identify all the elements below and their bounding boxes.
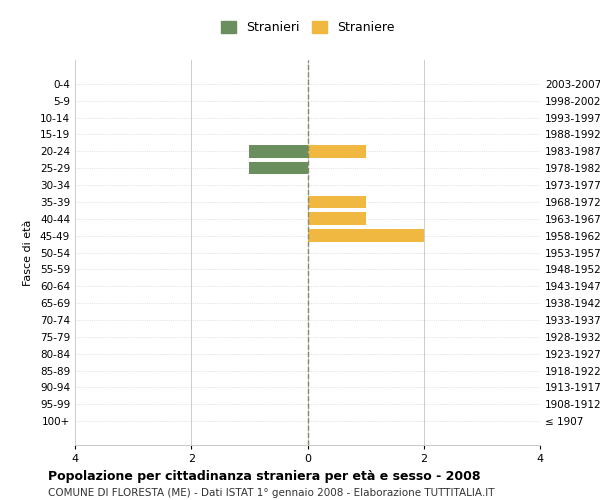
Text: Popolazione per cittadinanza straniera per età e sesso - 2008: Popolazione per cittadinanza straniera p… bbox=[48, 470, 481, 483]
Y-axis label: Fasce di età: Fasce di età bbox=[23, 220, 33, 286]
Bar bbox=[308, 230, 424, 242]
Text: COMUNE DI FLORESTA (ME) - Dati ISTAT 1° gennaio 2008 - Elaborazione TUTTITALIA.I: COMUNE DI FLORESTA (ME) - Dati ISTAT 1° … bbox=[48, 488, 494, 498]
Bar bbox=[308, 196, 365, 208]
Legend: Stranieri, Straniere: Stranieri, Straniere bbox=[216, 16, 399, 39]
Bar bbox=[308, 212, 365, 225]
Bar bbox=[308, 145, 365, 158]
Bar bbox=[250, 162, 308, 174]
Bar bbox=[250, 145, 308, 158]
